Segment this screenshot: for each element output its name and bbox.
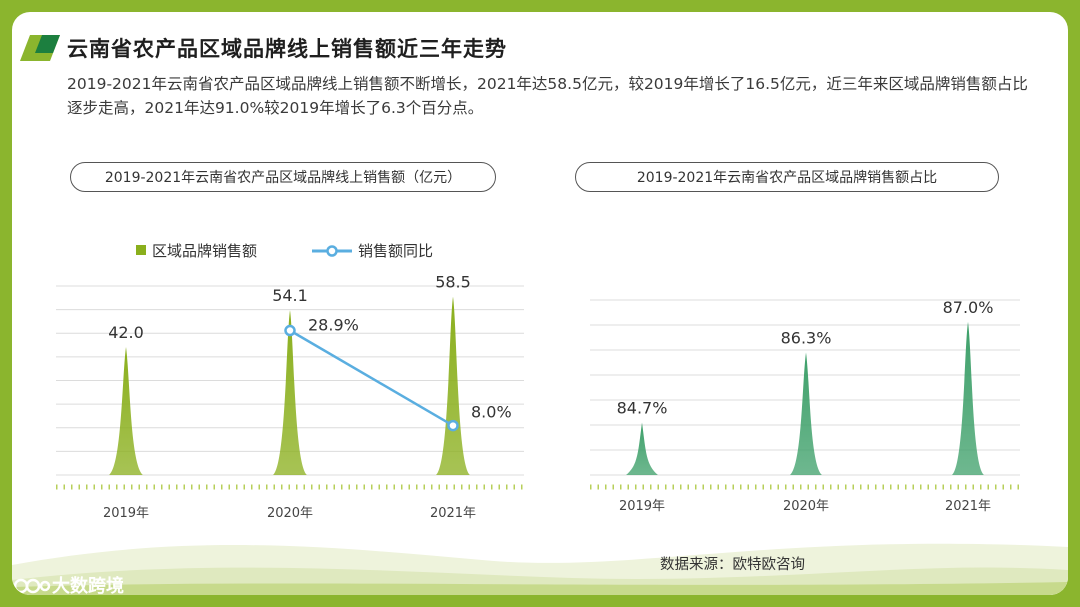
- left-chart-title: 2019-2021年云南省农产品区域品牌线上销售额（亿元）: [70, 162, 496, 192]
- yoy-value-label: 8.0%: [471, 403, 512, 422]
- bar-2020年: [790, 352, 822, 475]
- bar-2021年: [952, 321, 984, 475]
- legend: 区域品牌销售额 销售额同比: [136, 242, 433, 260]
- legend-label-yoy: 销售额同比: [358, 242, 433, 260]
- title-mark-icon: [20, 35, 60, 61]
- sales-chart: 区域品牌销售额 销售额同比 42.0 2019年 54.1 2020年 58.5 2021年 2…: [56, 242, 524, 521]
- background-wave: [12, 543, 1068, 595]
- logo-text: 大数跨境: [52, 576, 124, 595]
- right-chart-title: 2019-2021年云南省农产品区域品牌销售额占比: [575, 162, 999, 192]
- slide-frame: 云南省农产品区域品牌线上销售额近三年走势 2019-2021年云南省农产品区域品…: [12, 12, 1068, 595]
- x-tick-label: 2021年: [430, 506, 476, 521]
- x-tick-label: 2020年: [783, 499, 829, 514]
- legend-line-marker: [326, 245, 338, 257]
- logo-icon: [13, 578, 51, 594]
- legend-label-sales: 区域品牌销售额: [152, 242, 257, 260]
- yoy-point: [284, 324, 296, 337]
- legend-bar-swatch: [136, 245, 146, 255]
- x-tick-label: 2020年: [267, 506, 313, 521]
- bar-value-label: 54.1: [272, 286, 308, 305]
- x-tick-label: 2019年: [103, 506, 149, 521]
- bar-value-label: 42.0: [108, 323, 144, 342]
- x-tick-label: 2021年: [945, 499, 991, 514]
- yoy-point: [447, 419, 459, 432]
- share-chart: 84.7% 2019年 86.3% 2020年 87.0% 2021年: [590, 298, 1020, 514]
- yoy-line: [289, 329, 454, 427]
- page-title: 云南省农产品区域品牌线上销售额近三年走势: [67, 37, 507, 61]
- bar-2021年: [436, 296, 470, 475]
- yoy-value-label: 28.9%: [308, 316, 359, 335]
- summary-text: 2019-2021年云南省农产品区域品牌线上销售额不断增长，2021年达58.5…: [67, 75, 1028, 117]
- bar-2019年: [626, 422, 658, 475]
- bar-value-label: 87.0%: [943, 298, 994, 317]
- bar-2019年: [109, 346, 143, 475]
- bar-2020年: [273, 310, 307, 475]
- bar-value-label: 84.7%: [617, 399, 668, 418]
- brand-logo: 大数跨境: [12, 573, 124, 595]
- bar-value-label: 86.3%: [781, 329, 832, 348]
- data-source: 数据来源：欧特欧咨询: [660, 557, 805, 573]
- bar-value-label: 58.5: [435, 273, 471, 292]
- x-tick-label: 2019年: [619, 499, 665, 514]
